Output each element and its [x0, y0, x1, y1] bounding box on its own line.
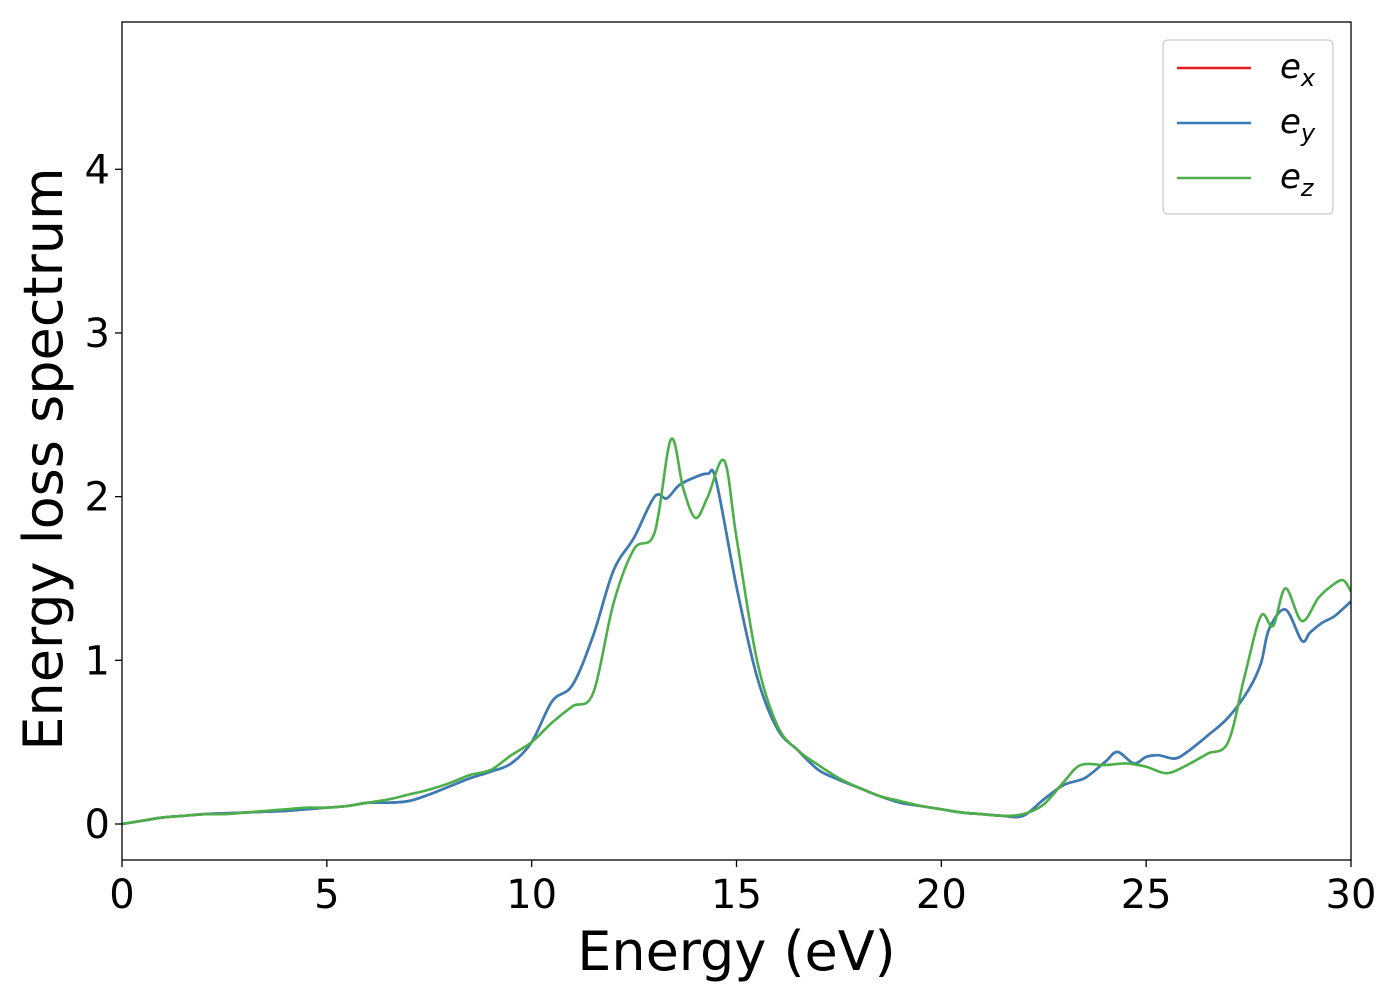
legend-label-ey: ey: [1280, 102, 1316, 147]
y-tick-label: 0: [85, 802, 110, 848]
legend-box: [1162, 39, 1334, 215]
y-tick-label: 2: [85, 475, 110, 521]
legend-label-ex: ex: [1280, 47, 1316, 92]
x-tick-label: 15: [711, 872, 762, 918]
plot-background: [122, 22, 1351, 860]
x-tick-label: 25: [1121, 872, 1172, 918]
y-axis: 0 1 2 3 4: [85, 147, 122, 848]
y-tick-label: 1: [85, 638, 110, 684]
legend-label-ez: ez: [1280, 157, 1315, 202]
x-axis-label: Energy (eV): [577, 920, 896, 983]
x-tick-label: 0: [109, 872, 134, 918]
y-tick-label: 3: [85, 311, 110, 357]
y-axis-label: Energy loss spectrum: [12, 167, 75, 750]
legend: ex ey ez: [1162, 39, 1334, 215]
x-tick-label: 20: [916, 872, 967, 918]
x-axis: 0 5 10 15 20 25 30: [109, 860, 1376, 918]
series-line-ez: [122, 437, 1351, 826]
series-layer: [122, 437, 1351, 826]
x-tick-label: 10: [506, 872, 557, 918]
x-tick-label: 5: [314, 872, 339, 918]
x-tick-label: 30: [1326, 872, 1377, 918]
y-tick-label: 4: [85, 147, 110, 193]
